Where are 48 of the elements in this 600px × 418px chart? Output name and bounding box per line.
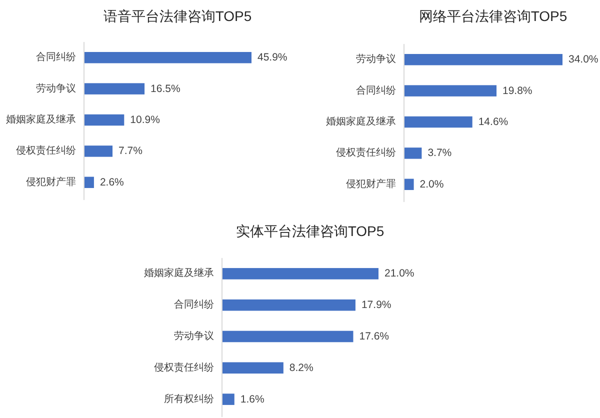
- y-tick-label: 合同纠纷: [174, 298, 214, 311]
- y-tick-label: 所有权纠纷: [164, 392, 214, 405]
- data-label: 8.2%: [289, 362, 314, 374]
- data-label: 14.6%: [478, 116, 508, 128]
- data-label: 3.7%: [428, 147, 452, 160]
- bar: [404, 178, 414, 190]
- data-label: 21.0%: [384, 268, 414, 280]
- data-label: 45.9%: [258, 52, 288, 64]
- data-label: 34.0%: [568, 54, 598, 66]
- bar: [84, 146, 113, 157]
- y-tick-label: 婚姻家庭及继承: [144, 267, 214, 280]
- y-tick-label: 劳动争议: [36, 82, 76, 94]
- data-label: 17.9%: [361, 299, 392, 312]
- data-label: 16.5%: [150, 82, 180, 95]
- y-tick-label: 侵犯财产罪: [346, 178, 396, 190]
- data-label: 2.0%: [420, 178, 444, 190]
- chart-title: 语音平台法律咨询TOP5: [103, 8, 252, 24]
- y-tick-label: 侵权责任纠纷: [16, 144, 76, 157]
- y-tick-label: 合同纠纷: [356, 84, 396, 96]
- y-tick-label: 婚姻家庭及继承: [6, 114, 76, 126]
- chart-title: 网络平台法律咨询TOP5: [418, 8, 568, 24]
- y-tick-label: 劳动争议: [174, 330, 214, 342]
- data-label: 7.7%: [118, 145, 142, 158]
- y-tick-label: 侵权责任纠纷: [154, 361, 214, 374]
- data-label: 1.6%: [240, 393, 264, 406]
- data-label: 19.8%: [502, 84, 532, 97]
- bar: [404, 116, 472, 128]
- y-tick-label: 侵犯财产罪: [26, 176, 76, 188]
- data-label: 17.6%: [359, 330, 390, 342]
- bar: [404, 85, 497, 96]
- bar: [84, 83, 145, 94]
- data-label: 2.6%: [100, 176, 124, 188]
- bar: [84, 176, 94, 188]
- bar: [222, 362, 284, 374]
- data-label: 10.9%: [130, 114, 160, 126]
- bar: [222, 299, 356, 311]
- bar: [222, 268, 378, 280]
- bar: [222, 394, 234, 405]
- bar: [84, 52, 252, 64]
- bar: [404, 148, 422, 159]
- y-tick-label: 婚姻家庭及继承: [326, 116, 396, 128]
- bar: [84, 114, 124, 126]
- y-tick-label: 劳动争议: [356, 53, 396, 66]
- y-tick-label: 合同纠纷: [36, 51, 76, 64]
- bar: [222, 330, 354, 342]
- y-tick-label: 侵权责任纠纷: [336, 146, 396, 159]
- chart-title: 实体平台法律咨询TOP5: [236, 223, 384, 239]
- bar: [404, 54, 562, 66]
